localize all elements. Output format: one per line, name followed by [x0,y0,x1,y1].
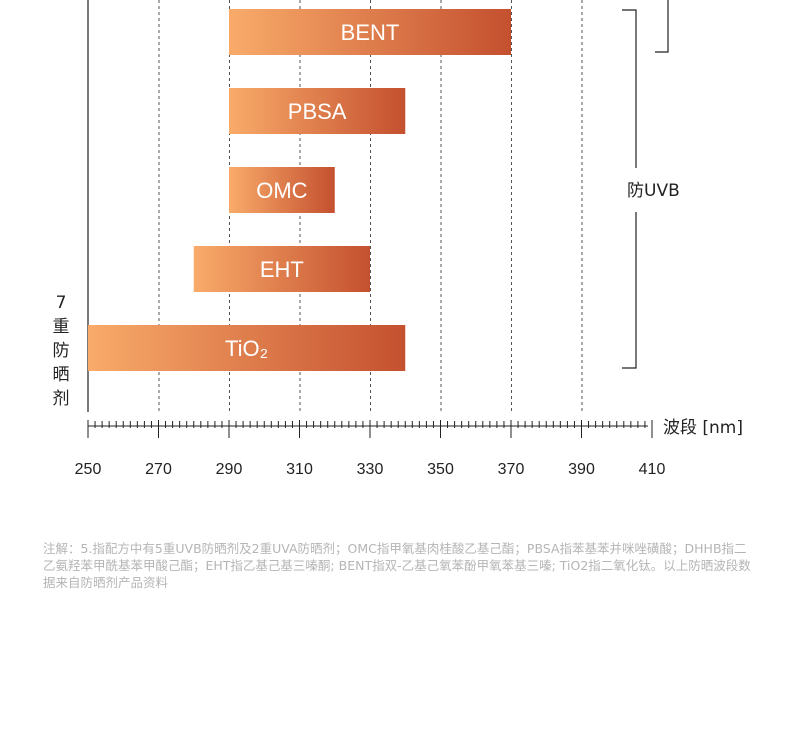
x-axis-label: 波段 [nm] [663,418,743,438]
uva-bracket-partial [655,0,669,53]
x-tick-label-290: 290 [216,461,243,478]
bar-4 [88,325,406,371]
left-label-char-0: 7 [56,293,67,313]
bar-label-3: EHT [260,257,304,282]
bar-1 [229,88,406,134]
left-label-char-4: 剂 [53,389,70,409]
bar-2 [229,167,335,213]
bar-0 [229,9,511,55]
x-tick-label-330: 330 [357,461,384,478]
x-tick-label-410: 410 [639,461,666,478]
x-tick-label-350: 350 [427,461,454,478]
bar-3 [193,246,370,292]
bars: BENT PBSA OMC EHT TiO₂ [88,9,511,371]
x-axis: 250 270 290 310 330 350 370 390 410 [75,420,666,478]
uvb-bracket: 防UVB [622,9,680,369]
left-label-char-3: 晒 [53,365,70,385]
x-tick-label-270: 270 [145,461,172,478]
x-tick-label-250: 250 [75,461,102,478]
bar-label-2: OMC [256,178,307,203]
left-label-char-2: 防 [53,341,70,361]
x-tick-label-370: 370 [498,461,525,478]
x-tick-label-310: 310 [286,461,313,478]
uvb-bracket-label: 防UVB [627,181,680,201]
x-tick-label-390: 390 [568,461,595,478]
bar-label-0: BENT [341,20,400,45]
bar-label-1: PBSA [288,99,347,124]
bar-label-4: TiO₂ [225,336,268,361]
footnote: 注解：5.指配方中有5重UVB防晒剂及2重UVA防晒剂；OMC指甲氧基肉桂酸乙基… [43,541,751,590]
left-label-char-1: 重 [53,317,70,337]
